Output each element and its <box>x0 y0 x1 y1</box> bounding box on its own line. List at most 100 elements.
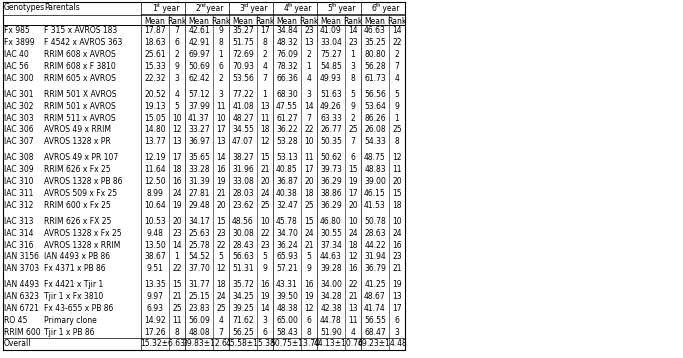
Text: IAC 313: IAC 313 <box>4 217 33 226</box>
Text: 36.29: 36.29 <box>320 177 342 186</box>
Text: 33.27: 33.27 <box>188 125 210 134</box>
Text: 43.31: 43.31 <box>276 280 298 289</box>
Text: Parentals: Parentals <box>44 4 80 13</box>
Text: 54.33: 54.33 <box>364 137 386 146</box>
Text: 35.25: 35.25 <box>364 38 386 47</box>
Text: year: year <box>292 4 311 13</box>
Text: 29.48: 29.48 <box>189 200 210 209</box>
Text: IAC 309: IAC 309 <box>4 165 33 174</box>
Text: 71.62: 71.62 <box>232 316 254 325</box>
Text: 9: 9 <box>175 62 180 71</box>
Text: 4: 4 <box>262 62 268 71</box>
Text: 37.99: 37.99 <box>188 102 210 111</box>
Text: 36.79: 36.79 <box>364 264 386 273</box>
Text: 41.09: 41.09 <box>320 26 342 35</box>
Text: 16: 16 <box>348 264 358 273</box>
Text: 20: 20 <box>304 177 313 186</box>
Text: 56.28: 56.28 <box>364 62 386 71</box>
Text: 23: 23 <box>348 38 358 47</box>
Text: 17: 17 <box>304 165 313 174</box>
Text: 35.72: 35.72 <box>232 280 254 289</box>
Text: 3: 3 <box>395 328 400 337</box>
Text: 45.58±15.38: 45.58±15.38 <box>226 339 276 348</box>
Text: 25.78: 25.78 <box>189 241 210 250</box>
Text: 9: 9 <box>350 102 355 111</box>
Text: 13: 13 <box>392 292 402 301</box>
Text: 80.80: 80.80 <box>364 50 386 59</box>
Text: 77.22: 77.22 <box>232 90 254 99</box>
Text: 20: 20 <box>172 217 182 226</box>
Text: 34.28: 34.28 <box>320 292 342 301</box>
Text: 8: 8 <box>350 74 355 83</box>
Text: 11: 11 <box>348 316 358 325</box>
Text: IAN 3703: IAN 3703 <box>4 264 39 273</box>
Text: 75.27: 75.27 <box>320 50 342 59</box>
Text: 1: 1 <box>152 4 156 13</box>
Text: 68.47: 68.47 <box>364 328 386 337</box>
Text: Overall: Overall <box>4 339 31 348</box>
Text: IAN 4493: IAN 4493 <box>4 280 39 289</box>
Text: 41.25: 41.25 <box>364 280 386 289</box>
Text: IAC 56: IAC 56 <box>4 62 29 71</box>
Text: 49.26: 49.26 <box>320 102 342 111</box>
Text: 56.25: 56.25 <box>232 328 254 337</box>
Text: 16: 16 <box>304 280 313 289</box>
Text: F 315 x AVROS 183: F 315 x AVROS 183 <box>44 26 117 35</box>
Text: 48.83: 48.83 <box>364 165 386 174</box>
Text: IAC 301: IAC 301 <box>4 90 33 99</box>
Text: 69.97: 69.97 <box>188 50 210 59</box>
Text: 18: 18 <box>260 125 270 134</box>
Text: 3: 3 <box>262 316 268 325</box>
Text: 36.97: 36.97 <box>188 137 210 146</box>
Text: AVROS 49 x RRIM: AVROS 49 x RRIM <box>44 125 111 134</box>
Text: 9: 9 <box>219 26 223 35</box>
Text: 7: 7 <box>175 26 180 35</box>
Text: 5: 5 <box>175 102 180 111</box>
Text: 12: 12 <box>392 153 402 163</box>
Text: 17: 17 <box>392 304 402 313</box>
Text: 1: 1 <box>219 50 223 59</box>
Text: th: th <box>331 3 337 8</box>
Text: 56.63: 56.63 <box>232 252 254 261</box>
Text: 6: 6 <box>395 316 400 325</box>
Text: 50.62: 50.62 <box>320 153 342 163</box>
Text: 10.64: 10.64 <box>144 200 166 209</box>
Text: 17: 17 <box>348 189 358 198</box>
Text: 3: 3 <box>219 90 223 99</box>
Text: year: year <box>380 4 400 13</box>
Text: RRIM 600: RRIM 600 <box>4 328 40 337</box>
Text: IAC 307: IAC 307 <box>4 137 33 146</box>
Text: 26.77: 26.77 <box>320 125 342 134</box>
Text: 8: 8 <box>307 328 311 337</box>
Text: IAN 6721: IAN 6721 <box>4 304 39 313</box>
Text: 38.86: 38.86 <box>320 189 342 198</box>
Text: 14.80: 14.80 <box>144 125 166 134</box>
Text: 33.08: 33.08 <box>232 177 254 186</box>
Text: Tjir 1 x PB 86: Tjir 1 x PB 86 <box>44 328 94 337</box>
Text: IAC 303: IAC 303 <box>4 113 33 122</box>
Text: 20.52: 20.52 <box>144 90 166 99</box>
Text: 49.93: 49.93 <box>320 74 342 83</box>
Text: 7: 7 <box>395 62 400 71</box>
Text: 5: 5 <box>219 252 223 261</box>
Text: 48.75: 48.75 <box>364 153 386 163</box>
Text: 36.24: 36.24 <box>276 241 298 250</box>
Text: 21: 21 <box>348 292 358 301</box>
Text: 24: 24 <box>260 189 270 198</box>
Text: rd: rd <box>244 3 249 8</box>
Text: 15: 15 <box>348 165 358 174</box>
Text: 21: 21 <box>260 165 270 174</box>
Text: IAC 311: IAC 311 <box>4 189 33 198</box>
Text: year: year <box>248 4 268 13</box>
Text: 39.00: 39.00 <box>364 177 386 186</box>
Text: 48.32: 48.32 <box>276 38 298 47</box>
Text: 8: 8 <box>395 137 400 146</box>
Text: Mean: Mean <box>365 16 385 25</box>
Text: RRIM 605 x AVROS: RRIM 605 x AVROS <box>44 74 116 83</box>
Text: year: year <box>336 4 356 13</box>
Text: 35.27: 35.27 <box>232 26 254 35</box>
Text: 16: 16 <box>172 177 182 186</box>
Text: 18: 18 <box>172 165 182 174</box>
Text: 17.87: 17.87 <box>144 26 166 35</box>
Text: 65.00: 65.00 <box>276 316 298 325</box>
